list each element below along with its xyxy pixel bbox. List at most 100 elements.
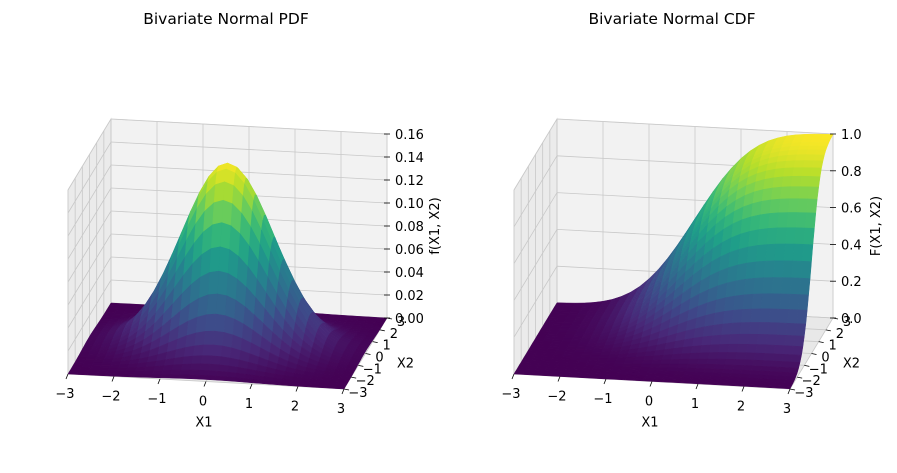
- cdf-surface-patch: [606, 357, 618, 362]
- pdf-surface-patch: [161, 369, 173, 375]
- pdf-surface-patch: [171, 364, 184, 371]
- cdf-surface-patch: [623, 360, 635, 365]
- cdf-surface-patch: [614, 376, 627, 381]
- pdf-x-tick-label: 1: [245, 397, 253, 412]
- pdf-surface-patch: [224, 295, 237, 320]
- pdf-x-tick-mark: [249, 383, 253, 390]
- pdf-surface-patch: [102, 358, 114, 363]
- pdf-surface-patch: [178, 374, 190, 379]
- cdf-surface-patch: [692, 336, 704, 347]
- cdf-surface-patch: [793, 335, 805, 347]
- cdf-surface-patch: [666, 367, 678, 372]
- pdf-surface-patch: [95, 372, 107, 377]
- pdf-y-tick-mark: [365, 353, 371, 355]
- cdf-surface-patch: [607, 354, 620, 359]
- cdf-surface-patch: [741, 365, 753, 371]
- cdf-surface-patch: [689, 352, 701, 360]
- cdf-y-tick-label: −2: [802, 374, 821, 389]
- cdf-surface-patch: [759, 308, 771, 323]
- pdf-surface-patch: [223, 315, 235, 336]
- cdf-surface-patch: [698, 352, 710, 360]
- pdf-surface-patch: [197, 369, 210, 376]
- cdf-surface-patch: [623, 377, 636, 381]
- cdf-surface-patch: [714, 297, 727, 314]
- cdf-surface-patch: [747, 333, 759, 345]
- pdf-surface-patch: [90, 364, 102, 369]
- cdf-surface-patch: [640, 363, 652, 368]
- cdf-surface-patch: [778, 198, 790, 213]
- pdf-y-tick-label: −1: [363, 362, 382, 377]
- pdf-surface-patch: [100, 316, 113, 320]
- pdf-surface-patch: [270, 381, 282, 386]
- cdf-surface-patch: [560, 309, 572, 313]
- cdf-surface-patch: [553, 336, 565, 340]
- cdf-surface-patch: [551, 324, 563, 328]
- pdf-surface-patch: [208, 270, 220, 295]
- pdf-x-axis-label: X1: [195, 416, 212, 431]
- cdf-surface-patch: [773, 167, 785, 178]
- cdf-surface-patch: [785, 227, 797, 245]
- cdf-surface-patch: [816, 145, 828, 151]
- cdf-surface-patch: [780, 186, 792, 200]
- cdf-surface-patch: [721, 369, 734, 374]
- cdf-surface-patch: [701, 335, 713, 346]
- cdf-surface-patch: [800, 260, 812, 279]
- pdf-grid-z: [67, 256, 388, 329]
- pdf-surface-patch: [141, 374, 153, 378]
- cdf-surface-patch: [632, 360, 644, 365]
- pdf-surface-patch: [124, 370, 136, 375]
- cdf-surface-patch: [761, 360, 773, 367]
- cdf-surface-patch: [791, 260, 803, 279]
- cdf-surface-patch: [568, 374, 581, 378]
- cdf-surface-patch: [735, 352, 747, 360]
- cdf-subplot: Bivariate Normal CDF −3 −2 −1 0 1 2 3X1−3−2−10…: [501, 10, 884, 431]
- cdf-surface-patch: [567, 344, 580, 348]
- cdf-surface-patch: [562, 305, 575, 309]
- cdf-surface-patch: [790, 175, 802, 187]
- cdf-x-tick-label: −1: [593, 392, 612, 407]
- cdf-x-tick-mark: [511, 373, 515, 380]
- cdf-surface-patch: [756, 244, 768, 263]
- cdf-surface-patch: [726, 352, 738, 360]
- pdf-surface-patch: [116, 367, 128, 372]
- pdf-surface-patch: [104, 373, 116, 377]
- pdf-surface-patch: [117, 364, 130, 369]
- cdf-surface-patch: [792, 243, 804, 262]
- cdf-surface-patch: [794, 323, 807, 337]
- cdf-surface-patch: [737, 246, 749, 266]
- cdf-surface-patch: [777, 212, 789, 229]
- cdf-surface-patch: [731, 309, 744, 324]
- cdf-surface-patch: [570, 307, 583, 311]
- cdf-surface: [513, 133, 834, 390]
- pdf-surface-patch: [218, 246, 230, 274]
- cdf-y-tick-label: −1: [809, 362, 828, 377]
- cdf-surface-patch: [722, 309, 734, 325]
- cdf-surface-patch: [790, 354, 802, 363]
- cdf-surface-patch: [811, 160, 824, 169]
- cdf-surface-patch: [684, 367, 697, 373]
- cdf-surface-patch: [767, 371, 780, 377]
- pdf-surface-patch: [100, 361, 113, 366]
- cdf-surface-patch: [769, 198, 781, 214]
- cdf-surface-patch: [682, 337, 695, 348]
- cdf-surface-patch: [595, 360, 608, 364]
- cdf-surface-patch: [813, 154, 825, 162]
- cdf-surface-patch: [583, 349, 595, 353]
- cdf-surface-patch: [651, 359, 663, 365]
- pdf-z-axis-label: f(X1, X2): [428, 197, 443, 254]
- cdf-surface-patch: [767, 322, 779, 336]
- pdf-surface-patch: [200, 355, 212, 365]
- pdf-x-tick-mark: [111, 376, 115, 382]
- pdf-chart-title: Bivariate Normal PDF: [143, 10, 309, 28]
- pdf-grid-z: [67, 118, 388, 191]
- pdf-surface-patch: [191, 355, 203, 365]
- pdf-surface-patch: [108, 364, 121, 369]
- cdf-surface-patch: [587, 375, 599, 379]
- pdf-surface-patch: [222, 181, 235, 205]
- cdf-surface-patch: [649, 363, 661, 368]
- cdf-surface-patch: [805, 149, 817, 156]
- cdf-y-tick-label: 2: [836, 327, 844, 342]
- pdf-surface-patch: [207, 370, 219, 377]
- pdf-y-tick-mark: [358, 364, 364, 367]
- cdf-surface-patch: [802, 244, 814, 262]
